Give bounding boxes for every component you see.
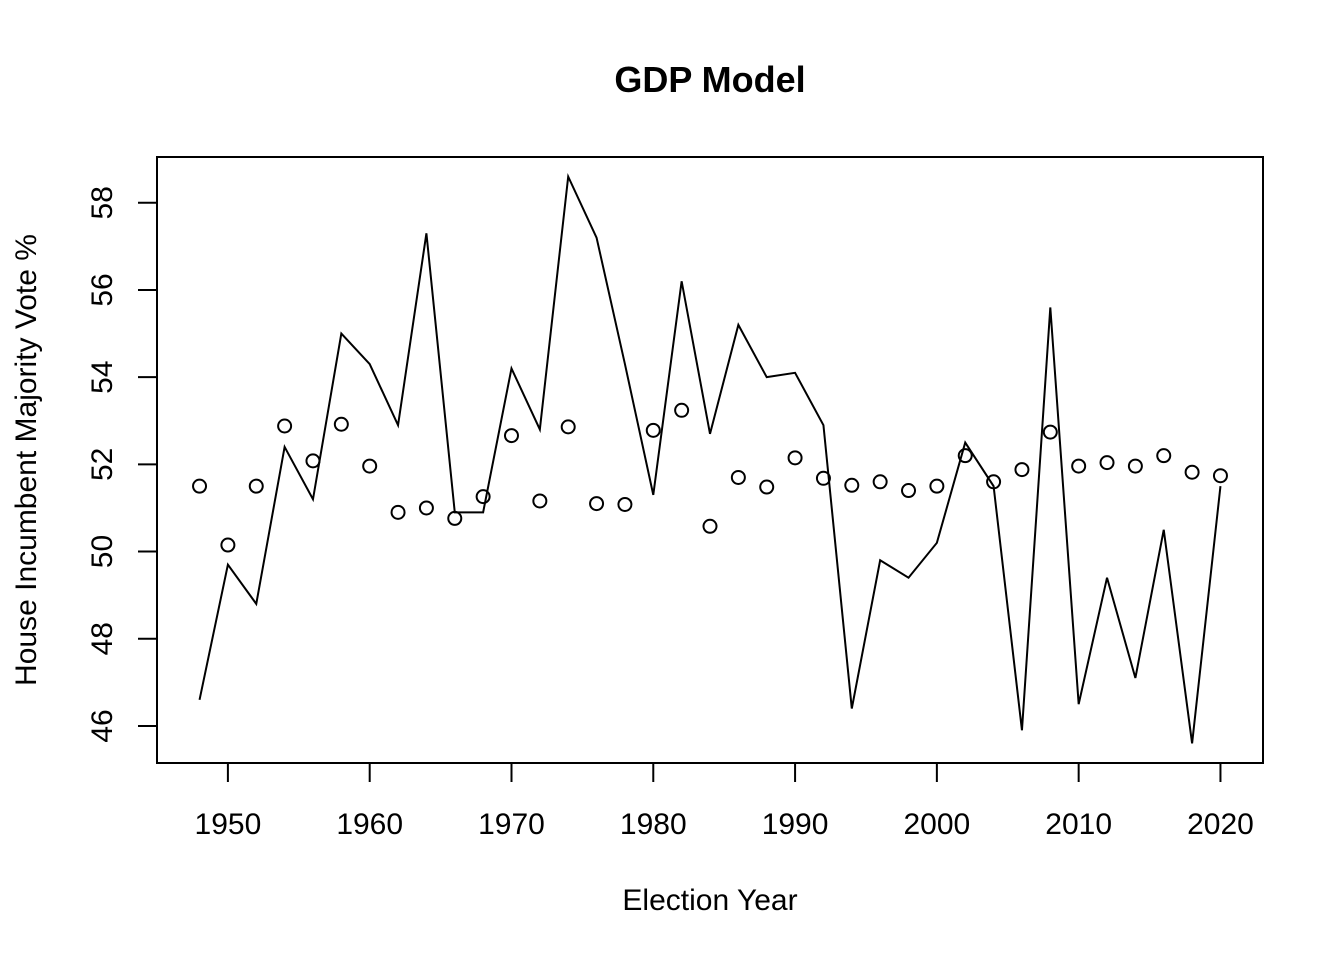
data-point bbox=[844, 477, 860, 493]
data-point bbox=[957, 448, 973, 464]
data-point bbox=[1071, 458, 1087, 474]
x-tick-label: 1970 bbox=[478, 808, 545, 841]
data-point bbox=[192, 478, 208, 494]
x-axis-label: Election Year bbox=[622, 884, 797, 917]
data-point bbox=[759, 479, 775, 495]
plot-area bbox=[156, 156, 1264, 764]
y-tick-label: 56 bbox=[86, 273, 119, 306]
data-point bbox=[503, 428, 519, 444]
x-tick-label: 2020 bbox=[1187, 808, 1254, 841]
data-point bbox=[702, 518, 718, 534]
data-point bbox=[475, 489, 491, 505]
series-line bbox=[198, 172, 1222, 744]
y-axis: 46 48 50 52 54 56 58 bbox=[86, 186, 158, 743]
data-point bbox=[589, 496, 605, 512]
x-axis: 1950 1960 1970 1980 1990 2000 2010 2020 bbox=[195, 762, 1254, 841]
data-point bbox=[787, 450, 803, 466]
data-point bbox=[1127, 458, 1143, 474]
x-tick-label: 1990 bbox=[762, 808, 829, 841]
x-tick-label: 1950 bbox=[195, 808, 262, 841]
x-tick-label: 1980 bbox=[620, 808, 687, 841]
chart-title: GDP Model bbox=[614, 59, 805, 100]
data-point bbox=[277, 418, 293, 434]
data-point bbox=[1014, 462, 1030, 478]
data-point bbox=[901, 483, 917, 499]
y-axis-label: House Incumbent Majority Vote % bbox=[10, 234, 43, 686]
data-point bbox=[1156, 448, 1172, 464]
data-point bbox=[248, 478, 264, 494]
data-point bbox=[532, 493, 548, 509]
data-point bbox=[617, 496, 633, 512]
data-point bbox=[390, 504, 406, 520]
data-point bbox=[220, 537, 236, 553]
x-tick-label: 2000 bbox=[903, 808, 970, 841]
y-tick-label: 50 bbox=[86, 535, 119, 568]
data-point bbox=[815, 470, 831, 486]
data-point bbox=[674, 402, 690, 418]
data-point bbox=[986, 474, 1002, 490]
data-point bbox=[447, 510, 463, 526]
data-point bbox=[730, 469, 746, 485]
data-point bbox=[1212, 468, 1228, 484]
x-tick-label: 1960 bbox=[336, 808, 403, 841]
data-point bbox=[1099, 455, 1115, 471]
y-tick-label: 48 bbox=[86, 622, 119, 655]
y-tick-label: 52 bbox=[86, 448, 119, 481]
data-point bbox=[645, 422, 661, 438]
data-point bbox=[872, 474, 888, 490]
data-point bbox=[560, 419, 576, 435]
data-point bbox=[418, 500, 434, 516]
data-point bbox=[305, 453, 321, 469]
data-point bbox=[1042, 424, 1058, 440]
y-tick-label: 58 bbox=[86, 186, 119, 219]
series-layer bbox=[192, 172, 1228, 744]
y-tick-label: 46 bbox=[86, 709, 119, 742]
x-tick-label: 2010 bbox=[1045, 808, 1112, 841]
y-tick-label: 54 bbox=[86, 360, 119, 393]
data-point bbox=[362, 458, 378, 474]
data-point bbox=[929, 478, 945, 494]
data-point bbox=[1184, 464, 1200, 480]
data-point bbox=[333, 416, 349, 432]
